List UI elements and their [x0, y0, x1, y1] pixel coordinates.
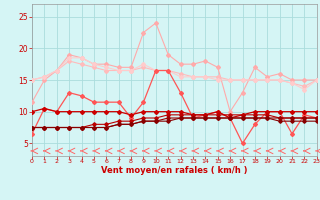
X-axis label: Vent moyen/en rafales ( km/h ): Vent moyen/en rafales ( km/h ): [101, 166, 248, 175]
